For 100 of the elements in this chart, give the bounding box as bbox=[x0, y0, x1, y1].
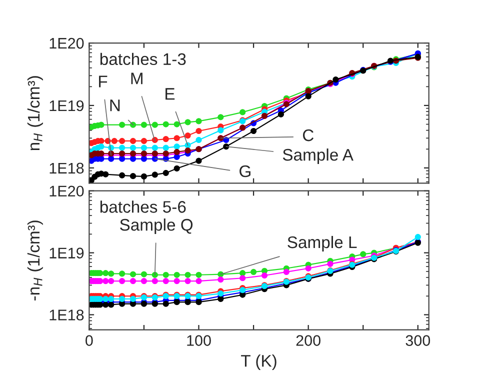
point bbox=[174, 278, 180, 284]
point bbox=[162, 278, 169, 284]
point bbox=[118, 122, 126, 128]
point bbox=[140, 138, 148, 144]
point bbox=[130, 144, 136, 151]
point bbox=[162, 136, 169, 142]
annotation: C bbox=[302, 129, 314, 142]
point bbox=[218, 290, 224, 297]
point bbox=[162, 121, 169, 128]
point bbox=[196, 278, 202, 284]
point bbox=[102, 302, 109, 308]
point bbox=[184, 132, 191, 139]
point bbox=[250, 128, 257, 134]
point bbox=[184, 119, 191, 126]
y-axis-title: -n$_{H}$ (1/cm³) bbox=[27, 220, 43, 300]
point bbox=[414, 234, 421, 240]
point bbox=[184, 278, 191, 284]
point bbox=[162, 272, 169, 278]
annotation: G bbox=[240, 165, 250, 178]
y-tick-label: 1E19 bbox=[50, 248, 84, 258]
point bbox=[223, 143, 230, 150]
point bbox=[108, 302, 114, 308]
point bbox=[196, 128, 202, 134]
y-tick-label: 1E19 bbox=[50, 100, 84, 112]
point bbox=[162, 300, 169, 307]
point bbox=[118, 278, 126, 284]
point bbox=[108, 278, 114, 284]
point bbox=[174, 135, 180, 142]
x-tick-label: 100 bbox=[187, 335, 211, 346]
point bbox=[152, 122, 158, 128]
point bbox=[162, 170, 169, 176]
point bbox=[111, 138, 118, 144]
x-tick-label: 0 bbox=[86, 335, 93, 346]
point bbox=[332, 76, 339, 83]
point bbox=[118, 270, 126, 277]
point bbox=[218, 276, 224, 283]
point bbox=[283, 268, 290, 276]
point bbox=[108, 296, 114, 302]
point bbox=[140, 173, 148, 180]
point bbox=[118, 138, 126, 144]
point bbox=[140, 278, 148, 284]
point bbox=[130, 173, 136, 180]
point bbox=[140, 271, 148, 278]
point bbox=[102, 278, 109, 284]
y-tick-label: 1E18 bbox=[50, 310, 84, 320]
point bbox=[196, 272, 202, 278]
point bbox=[240, 109, 246, 116]
annotation: F bbox=[99, 76, 108, 88]
point bbox=[218, 114, 224, 120]
point bbox=[240, 270, 246, 276]
point bbox=[108, 156, 114, 162]
y-axis-title: n$_{H}$ (1/cm³) bbox=[27, 76, 43, 150]
point bbox=[152, 172, 158, 178]
point bbox=[118, 172, 126, 178]
point bbox=[305, 93, 312, 100]
point bbox=[184, 272, 191, 278]
x-axis-title: T (K) bbox=[241, 354, 276, 370]
point bbox=[98, 138, 104, 144]
point bbox=[118, 144, 126, 151]
x-tick-label: 200 bbox=[296, 335, 320, 346]
point bbox=[140, 144, 148, 151]
point bbox=[152, 144, 158, 151]
y-tick-label: 1E20 bbox=[50, 186, 84, 197]
point bbox=[196, 136, 202, 144]
point bbox=[130, 278, 136, 284]
annotation: Sample L bbox=[288, 236, 357, 252]
point bbox=[174, 165, 180, 172]
point bbox=[278, 111, 284, 118]
y-tick-label: 1E18 bbox=[50, 162, 84, 174]
annotation: N bbox=[110, 100, 120, 112]
point bbox=[196, 118, 202, 124]
point bbox=[174, 143, 180, 150]
y-tick-label: 1E20 bbox=[50, 38, 84, 49]
point bbox=[130, 138, 136, 144]
point bbox=[360, 251, 366, 258]
point bbox=[130, 156, 136, 162]
point bbox=[140, 122, 148, 128]
annotation: M bbox=[131, 72, 142, 84]
point bbox=[250, 268, 257, 276]
annotation: E bbox=[166, 88, 175, 100]
point bbox=[102, 296, 109, 302]
point bbox=[174, 272, 180, 278]
point bbox=[130, 271, 136, 278]
point bbox=[118, 156, 126, 162]
point bbox=[102, 171, 109, 178]
annotation: Sample Q bbox=[120, 218, 193, 234]
point bbox=[140, 156, 148, 162]
point bbox=[162, 144, 169, 151]
point bbox=[305, 265, 312, 272]
point bbox=[218, 296, 224, 302]
point bbox=[240, 275, 246, 282]
x-tick-label: 300 bbox=[406, 335, 430, 346]
point bbox=[130, 296, 136, 302]
annotation: Sample A bbox=[282, 148, 354, 164]
point bbox=[118, 296, 126, 302]
point bbox=[218, 127, 224, 134]
annotation: batches 1-3 bbox=[100, 52, 186, 66]
point bbox=[196, 158, 202, 164]
point bbox=[174, 121, 180, 128]
point bbox=[98, 143, 104, 150]
